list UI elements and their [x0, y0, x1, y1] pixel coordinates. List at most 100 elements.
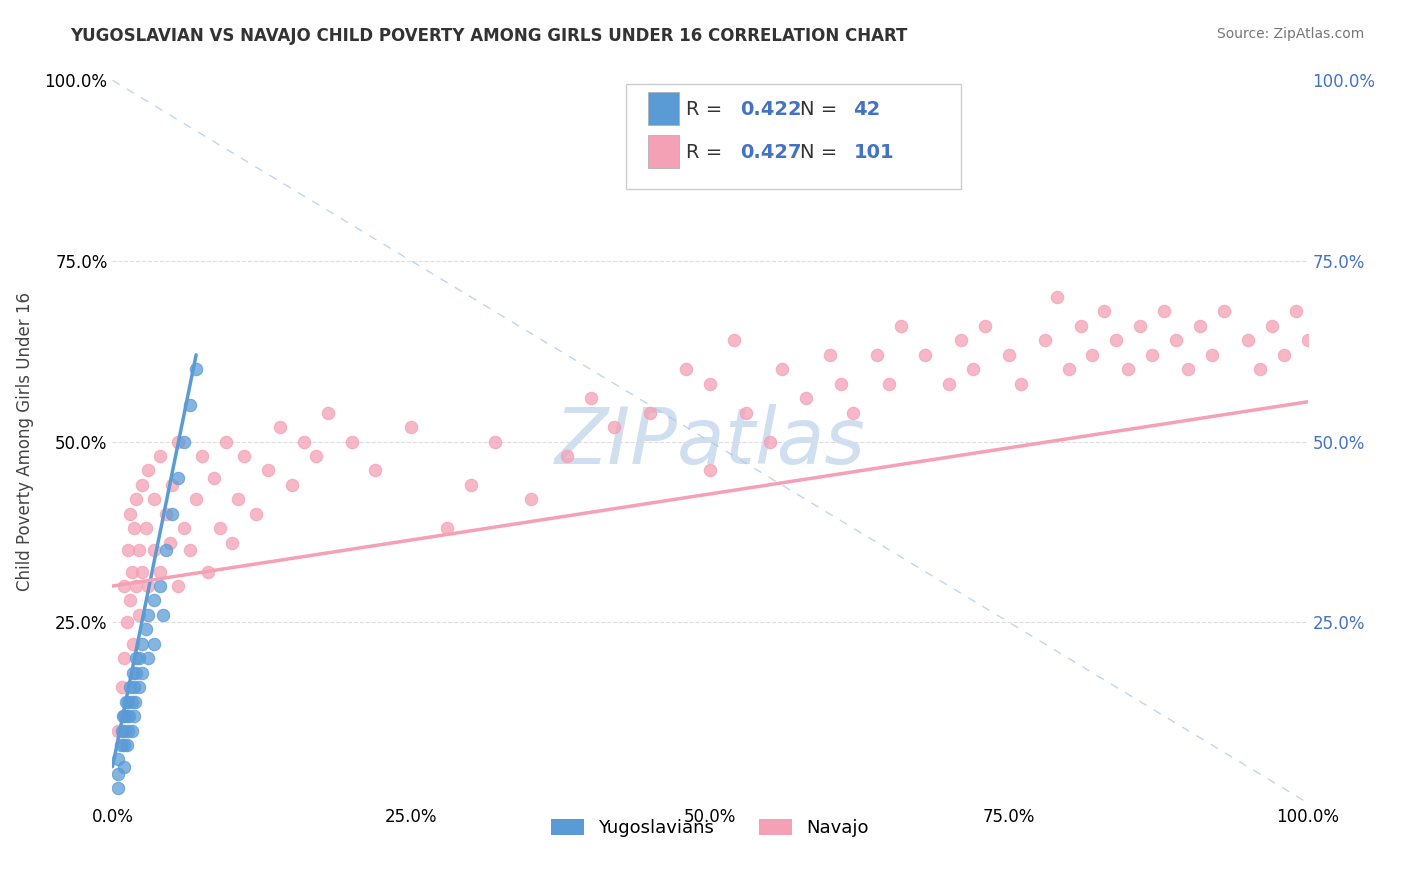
Point — [1046, 290, 1069, 304]
Text: N =: N = — [800, 100, 844, 119]
Point — [735, 406, 758, 420]
Text: YUGOSLAVIAN VS NAVAJO CHILD POVERTY AMONG GIRLS UNDER 16 CORRELATION CHART: YUGOSLAVIAN VS NAVAJO CHILD POVERTY AMON… — [70, 27, 908, 45]
Point — [269, 420, 291, 434]
Point — [197, 565, 219, 579]
Point — [555, 449, 578, 463]
Point — [1285, 304, 1308, 318]
Point — [1296, 334, 1319, 348]
Point — [1057, 362, 1080, 376]
Point — [138, 651, 160, 665]
Point — [221, 535, 243, 549]
Point — [179, 398, 201, 412]
Point — [167, 434, 190, 449]
Point — [245, 507, 267, 521]
Point — [107, 767, 129, 781]
Point — [1249, 362, 1271, 376]
Point — [1237, 334, 1260, 348]
Point — [122, 709, 145, 723]
Point — [135, 623, 157, 637]
Point — [115, 738, 138, 752]
Point — [131, 478, 153, 492]
Point — [316, 406, 339, 420]
Point — [962, 362, 984, 376]
Point — [1105, 334, 1128, 348]
Point — [131, 637, 153, 651]
Point — [152, 607, 174, 622]
Point — [460, 478, 482, 492]
Point — [117, 723, 139, 738]
Text: N =: N = — [800, 143, 844, 162]
Point — [162, 478, 183, 492]
Point — [159, 535, 181, 549]
Point — [117, 542, 139, 557]
Point — [226, 492, 249, 507]
Point — [173, 434, 195, 449]
Point — [149, 579, 172, 593]
Point — [281, 478, 304, 492]
Point — [292, 434, 315, 449]
Point — [974, 318, 997, 333]
Point — [131, 565, 153, 579]
Text: 101: 101 — [853, 143, 894, 162]
Point — [155, 542, 177, 557]
Point — [128, 651, 150, 665]
Point — [202, 470, 225, 484]
Point — [121, 723, 143, 738]
Point — [111, 680, 134, 694]
Point — [723, 334, 745, 348]
Point — [112, 709, 135, 723]
Point — [107, 781, 129, 796]
Point — [209, 521, 232, 535]
Point — [138, 579, 160, 593]
Text: 0.427: 0.427 — [740, 143, 801, 162]
Point — [603, 420, 626, 434]
Point — [107, 723, 129, 738]
Point — [117, 695, 139, 709]
Point — [1010, 376, 1032, 391]
Point — [1142, 348, 1164, 362]
Point — [121, 637, 143, 651]
Point — [155, 507, 177, 521]
Point — [114, 738, 135, 752]
Point — [1118, 362, 1140, 376]
Point — [128, 542, 150, 557]
Point — [143, 593, 166, 607]
Point — [114, 760, 135, 774]
Point — [121, 565, 143, 579]
Point — [770, 362, 793, 376]
Point — [125, 665, 148, 680]
Point — [1153, 304, 1175, 318]
FancyBboxPatch shape — [648, 92, 679, 125]
Point — [1201, 348, 1223, 362]
Point — [135, 521, 157, 535]
Point — [186, 492, 208, 507]
Point — [938, 376, 960, 391]
Point — [120, 593, 142, 607]
Point — [1261, 318, 1284, 333]
Legend: Yugoslavians, Navajo: Yugoslavians, Navajo — [544, 812, 876, 845]
Point — [1081, 348, 1104, 362]
Point — [1166, 334, 1188, 348]
Point — [122, 680, 145, 694]
Point — [579, 391, 602, 405]
Point — [233, 449, 256, 463]
Point — [484, 434, 506, 449]
Point — [520, 492, 543, 507]
Point — [675, 362, 697, 376]
Point — [131, 665, 153, 680]
Text: R =: R = — [686, 100, 728, 119]
Point — [699, 463, 721, 477]
Point — [305, 449, 328, 463]
Text: ZIPatlas: ZIPatlas — [554, 403, 866, 480]
Point — [128, 607, 150, 622]
Point — [257, 463, 280, 477]
Point — [950, 334, 973, 348]
Point — [120, 507, 142, 521]
Point — [1033, 334, 1056, 348]
Point — [191, 449, 214, 463]
Point — [998, 348, 1021, 362]
Point — [114, 723, 135, 738]
Point — [125, 579, 148, 593]
Point — [866, 348, 889, 362]
Point — [124, 695, 146, 709]
